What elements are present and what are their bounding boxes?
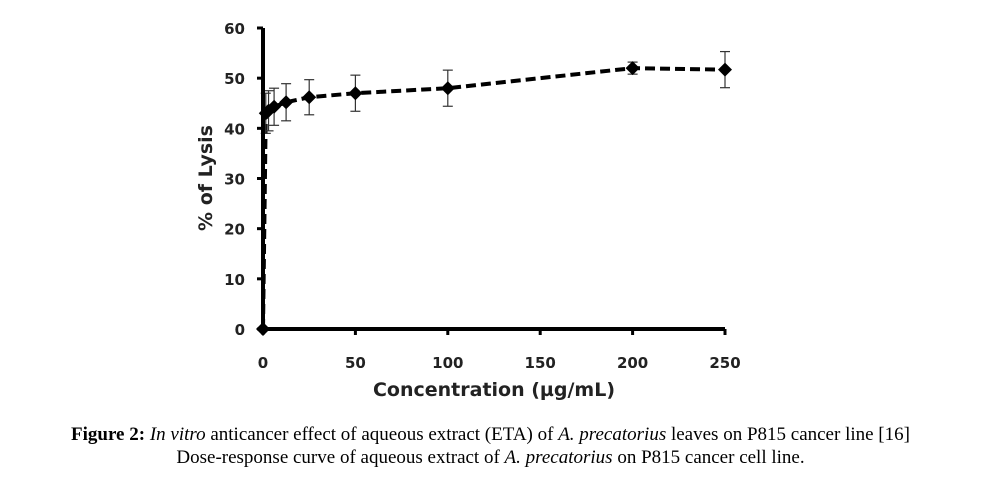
y-tick-label: 50 [224, 70, 245, 88]
caption-text: anticancer effect of aqueous extract (ET… [205, 424, 559, 445]
x-tick-label: 150 [525, 354, 556, 372]
x-axis-title: Concentration (µg/mL) [373, 379, 615, 401]
data-point [718, 62, 732, 77]
caption-text: leaves on P815 cancer line [16] [666, 424, 910, 445]
data-point [302, 90, 317, 105]
x-tick-label: 0 [258, 354, 268, 372]
chart-axes: 0 10 20 30 40 50 60 0 50 100 150 200 250 [224, 20, 741, 372]
y-tick-label: 10 [224, 271, 245, 289]
x-tick-label: 50 [345, 354, 366, 372]
data-point [267, 99, 282, 114]
y-axis-title: % of Lysis [195, 125, 217, 231]
y-tick-label: 20 [224, 221, 245, 239]
caption-text: on P815 cancer cell line. [612, 447, 805, 468]
data-point [279, 95, 294, 110]
chart-marks [256, 50, 732, 336]
y-tick-label: 30 [224, 171, 245, 189]
series-line [261, 66, 726, 330]
chart: 0 10 20 30 40 50 60 0 50 100 150 200 250 Concentrati… [195, 20, 741, 401]
y-tick-label: 60 [224, 20, 245, 38]
x-tick-label: 100 [432, 354, 463, 372]
y-tick-label: 0 [235, 321, 245, 339]
data-point [440, 81, 455, 96]
figure-caption-line-2: Dose-response curve of aqueous extract o… [0, 447, 981, 469]
figure-label: Figure 2: [71, 424, 146, 445]
caption-italic: In vitro [149, 424, 206, 445]
data-point [625, 61, 640, 76]
y-tick-label: 40 [224, 120, 245, 138]
caption-text: Dose-response curve of aqueous extract o… [176, 447, 505, 468]
x-tick-label: 250 [709, 354, 740, 372]
caption-species: A. precatorius [504, 447, 613, 468]
data-point [348, 86, 363, 101]
figure-caption-line-1: Figure 2: In vitro anticancer effect of … [0, 424, 981, 446]
caption-species: A. precatorius [558, 424, 667, 445]
x-tick-label: 200 [617, 354, 648, 372]
